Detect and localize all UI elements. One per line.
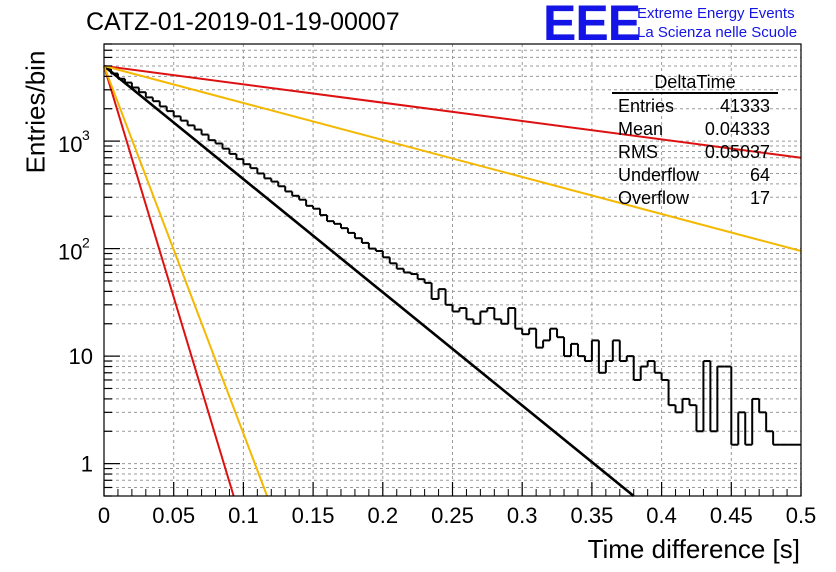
y-axis-label: Entries/bin (20, 50, 51, 174)
stats-row-mean: Mean 0.04333 (612, 118, 778, 141)
stats-title: DeltaTime (612, 72, 778, 94)
logo-caption-line-2: La Scienza nelle Scuole (637, 24, 798, 41)
stats-value: 0.05037 (704, 142, 770, 162)
y-tick-label: 10 (69, 344, 93, 369)
x-tick-label: 0.35 (570, 503, 613, 528)
stats-value: 0.04333 (704, 119, 770, 139)
stats-label: Mean (618, 119, 664, 139)
y-tick-exponent: 2 (82, 235, 90, 251)
stats-value: 17 (749, 188, 770, 208)
x-tick-label: 0.25 (431, 503, 474, 528)
histogram-bars (104, 67, 801, 446)
y-tick-label: 10 (58, 240, 82, 265)
stats-label: RMS (618, 142, 658, 162)
logo-caption: Extreme Energy Events La Scienza nelle S… (637, 4, 797, 42)
fit-line (103, 64, 635, 498)
logo-caption-line-1: Extreme Energy Events (637, 5, 795, 22)
x-tick-label: 0.15 (292, 503, 335, 528)
stats-row-entries: Entries 41333 (612, 95, 778, 118)
x-tick-label: 0 (98, 503, 110, 528)
x-tick-label: 0.4 (646, 503, 677, 528)
x-tick-labels: 0 0.05 0.1 0.15 0.2 0.25 0.3 0.35 0.4 0.45 0.5 (98, 503, 816, 528)
axis-ticks (103, 43, 802, 497)
fit-line (103, 64, 802, 159)
fit-line (103, 64, 802, 252)
stats-box: DeltaTime Entries 41333 Mean 0.04333 RMS… (612, 72, 778, 210)
x-axis-label: Time difference [s] (587, 534, 800, 564)
stats-value: 64 (749, 165, 770, 185)
stats-label: Underflow (618, 165, 700, 185)
stats-row-underflow: Underflow 64 (612, 164, 778, 187)
y-tick-label: 1 (81, 452, 93, 477)
fit-line (103, 65, 235, 497)
fit-line (103, 65, 269, 497)
stats-value: 41333 (719, 96, 770, 116)
fit-lines (103, 64, 802, 498)
eee-logo: EEE (543, 0, 641, 51)
stats-row-rms: RMS 0.05037 (612, 141, 778, 164)
x-tick-label: 0.05 (152, 503, 195, 528)
x-tick-label: 0.3 (507, 503, 538, 528)
stats-label: Entries (618, 96, 675, 116)
x-tick-label: 0.2 (368, 503, 399, 528)
stats-row-overflow: Overflow 17 (612, 187, 778, 210)
x-tick-label: 0.45 (710, 503, 753, 528)
x-tick-label: 0.5 (786, 503, 817, 528)
stats-label: Overflow (618, 188, 690, 208)
x-tick-label: 0.1 (228, 503, 259, 528)
y-tick-exponent: 3 (82, 127, 90, 143)
chart-title: CATZ-01-2019-01-19-00007 (86, 8, 400, 36)
y-tick-label: 10 (58, 132, 82, 157)
